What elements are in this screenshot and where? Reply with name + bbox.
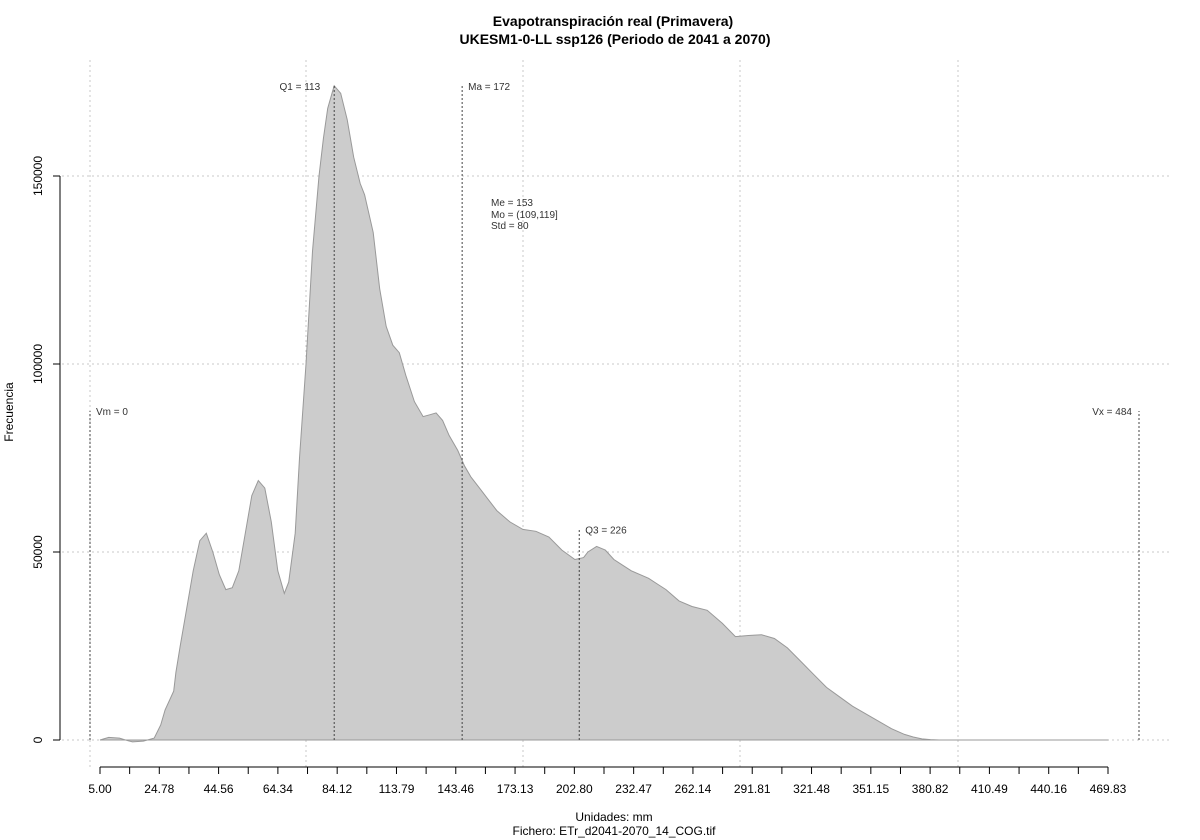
x-tick-label: 84.12: [322, 782, 352, 796]
x-tick-label: 321.48: [793, 782, 830, 796]
x-tick-label: 232.47: [615, 782, 652, 796]
x-tick-label: 24.78: [144, 782, 174, 796]
y-axis-title: Frecuencia: [2, 382, 16, 442]
reference-label: Q3 = 226: [585, 525, 627, 536]
x-axis: 5.00 24.78 44.56 64.34 84.12 113.79 143.46 173.…: [88, 766, 1127, 796]
stat-std: Std = 80: [491, 221, 529, 232]
x-tick-label: 202.80: [556, 782, 593, 796]
reference-label: Q1 = 113: [280, 82, 321, 93]
x-tick-label: 5.00: [88, 782, 112, 796]
x-tick-label: 143.46: [437, 782, 474, 796]
area-layer: [99, 84, 1109, 743]
x-tick-label: 64.34: [263, 782, 293, 796]
x-tick-label: 113.79: [379, 782, 415, 796]
y-tick-label: 0: [31, 736, 45, 743]
x-tick-label: 469.83: [1090, 782, 1127, 796]
file-caption: Fichero: ETr_d2041-2070_14_COG.tif: [513, 824, 717, 838]
y-tick-label: 100000: [31, 344, 45, 384]
x-tick-label: 351.15: [852, 782, 889, 796]
stats-box: Me = 153 Mo = (109,119] Std = 80: [491, 198, 558, 232]
x-tick-label: 262.14: [675, 782, 712, 796]
chart-title: Evapotranspiración real (Primavera): [493, 13, 733, 29]
stat-mean: Me = 153: [491, 198, 533, 209]
x-tick-label: 440.16: [1030, 782, 1067, 796]
reference-lines: Vm = 0 Q1 = 113 Ma = 172 Q3 = 226 Vx = 484: [89, 82, 1140, 740]
x-axis-title: Unidades: mm: [575, 810, 652, 824]
y-axis: 0 50000 100000 150000: [31, 156, 61, 743]
y-tick-label: 50000: [31, 535, 45, 569]
y-tick-label: 150000: [31, 156, 45, 196]
x-tick-label: 44.56: [204, 782, 234, 796]
chart-subtitle: UKESM1-0-LL ssp126 (Periodo de 2041 a 20…: [460, 31, 771, 47]
reference-label: Ma = 172: [468, 82, 510, 93]
density-area: [99, 84, 1109, 743]
x-tick-label: 380.82: [912, 782, 949, 796]
x-tick-label: 410.49: [971, 782, 1008, 796]
x-tick-label: 173.13: [497, 782, 534, 796]
x-tick-label: 291.81: [734, 782, 771, 796]
reference-label: Vm = 0: [96, 407, 128, 418]
reference-label: Vx = 484: [1092, 407, 1132, 418]
stat-mode: Mo = (109,119]: [491, 210, 558, 221]
